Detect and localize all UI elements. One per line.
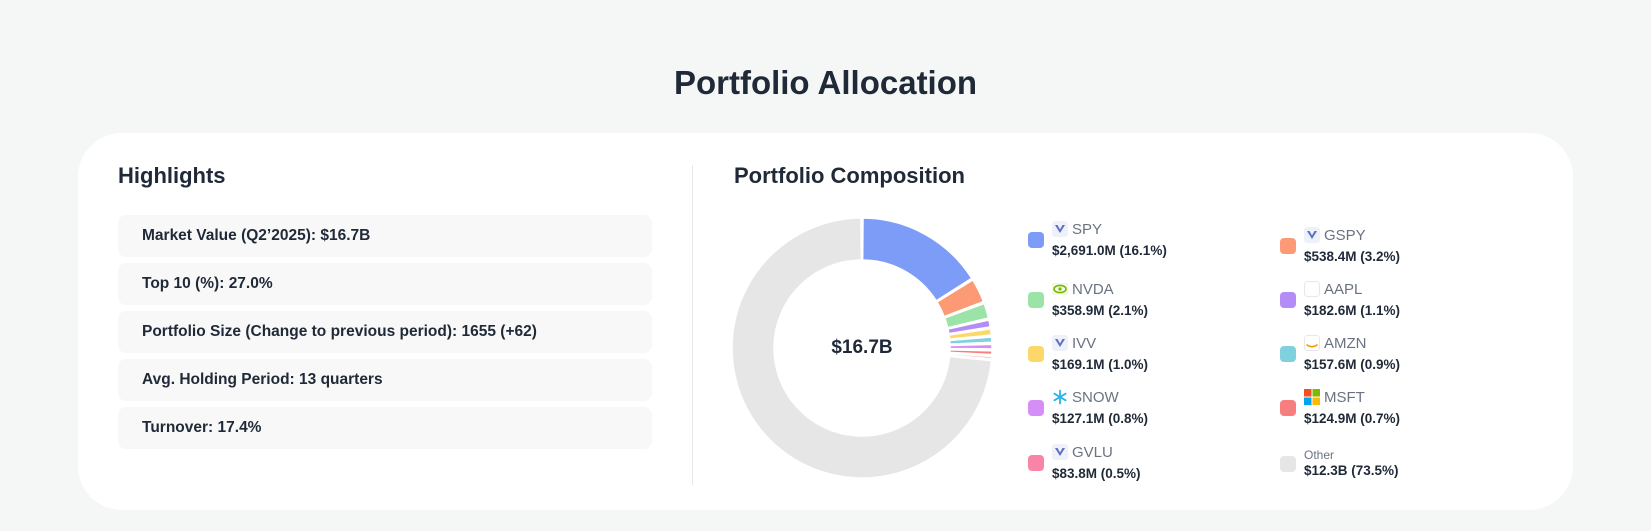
legend-item-msft[interactable]: MSFT $124.9M (0.7%) <box>1280 387 1500 433</box>
highlight-label: Market Value (Q2’2025): <box>142 227 317 244</box>
highlight-market-value: Market Value (Q2’2025): $16.7B <box>118 215 652 257</box>
legend-swatch <box>1280 456 1296 472</box>
legend-value: $538.4M (3.2%) <box>1304 249 1401 264</box>
legend-ticker: NVDA <box>1072 280 1114 298</box>
vanguard-icon <box>1052 444 1068 460</box>
donut-slice-gspy[interactable] <box>936 279 985 318</box>
legend-ticker: MSFT <box>1324 388 1365 406</box>
composition-title: Portfolio Composition <box>734 163 965 188</box>
legend-swatch <box>1028 232 1044 248</box>
donut-slice-spy[interactable] <box>861 217 973 302</box>
legend-swatch <box>1280 346 1296 362</box>
highlight-label: Portfolio Size (Change to previous perio… <box>142 323 458 340</box>
legend-item-other[interactable]: Other $12.3B (73.5%) <box>1280 443 1500 489</box>
legend-ticker: GVLU <box>1072 443 1113 461</box>
legend-item-spy[interactable]: SPY $2,691.0M (16.1%) <box>1028 219 1248 265</box>
legend-swatch <box>1028 455 1044 471</box>
donut-slice-aapl[interactable] <box>947 319 992 335</box>
highlight-avg-holding-period: Avg. Holding Period: 13 quarters <box>118 359 652 401</box>
legend-ticker: AAPL <box>1324 280 1363 298</box>
donut-svg <box>731 217 993 479</box>
highlight-label: Avg. Holding Period: <box>142 371 295 388</box>
legend-item-snow[interactable]: SNOW $127.1M (0.8%) <box>1028 387 1248 433</box>
highlight-label: Turnover: <box>142 419 214 436</box>
donut-slice-nvda[interactable] <box>943 302 990 329</box>
legend-swatch <box>1028 346 1044 362</box>
legend-value: $12.3B (73.5%) <box>1304 463 1399 478</box>
legend-value: $358.9M (2.1%) <box>1052 303 1149 318</box>
legend-ticker: GSPY <box>1324 226 1366 244</box>
legend-ticker: SPY <box>1072 220 1103 238</box>
highlight-label: Top 10 (%): <box>142 275 225 292</box>
highlight-value: 27.0% <box>228 275 273 292</box>
donut-slice-ivv[interactable] <box>948 328 993 340</box>
legend-swatch <box>1280 292 1296 308</box>
microsoft-icon <box>1304 389 1320 405</box>
legend-swatch <box>1280 400 1296 416</box>
donut-slice-msft[interactable] <box>949 349 993 356</box>
donut-slice-amzn[interactable] <box>948 336 993 345</box>
section-divider <box>692 165 693 485</box>
donut-slice-gvlu[interactable] <box>948 353 993 360</box>
legend-ticker: AMZN <box>1324 334 1367 352</box>
apple-icon <box>1304 281 1320 297</box>
legend-value: $157.6M (0.9%) <box>1304 357 1401 372</box>
highlight-turnover: Turnover: 17.4% <box>118 407 652 449</box>
highlight-value: 13 quarters <box>299 371 383 388</box>
donut-slice-other[interactable] <box>731 217 993 479</box>
vanguard-icon <box>1052 335 1068 351</box>
legend-value: $124.9M (0.7%) <box>1304 411 1401 426</box>
donut-chart: $16.7B <box>731 217 993 479</box>
donut-slice-snow[interactable] <box>949 343 993 350</box>
legend-item-ivv[interactable]: IVV $169.1M (1.0%) <box>1028 333 1248 379</box>
legend-item-nvda[interactable]: NVDA $358.9M (2.1%) <box>1028 279 1248 325</box>
legend-item-gvlu[interactable]: GVLU $83.8M (0.5%) <box>1028 442 1248 488</box>
snowflake-icon <box>1053 389 1067 405</box>
legend-swatch <box>1280 238 1296 254</box>
legend-value: $169.1M (1.0%) <box>1052 357 1149 372</box>
highlight-top-10: Top 10 (%): 27.0% <box>118 263 652 305</box>
amazon-icon <box>1304 335 1320 351</box>
vanguard-icon <box>1052 221 1068 237</box>
legend-swatch <box>1028 292 1044 308</box>
highlight-value: $16.7B <box>320 227 371 244</box>
legend-item-aapl[interactable]: AAPL $182.6M (1.1%) <box>1280 279 1500 325</box>
legend-ticker: IVV <box>1072 334 1097 352</box>
highlight-value: 1655 (+62) <box>461 323 537 340</box>
legend-value: $83.8M (0.5%) <box>1052 466 1141 481</box>
page-title: Portfolio Allocation <box>673 64 978 101</box>
highlight-value: 17.4% <box>217 419 262 436</box>
legend-swatch <box>1028 400 1044 416</box>
donut-center-label: $16.7B <box>831 337 893 358</box>
vanguard-icon <box>1304 227 1320 243</box>
legend-value: $127.1M (0.8%) <box>1052 411 1149 426</box>
legend-item-amzn[interactable]: AMZN $157.6M (0.9%) <box>1280 333 1500 379</box>
highlight-portfolio-size: Portfolio Size (Change to previous perio… <box>118 311 652 353</box>
highlights-title: Highlights <box>118 163 226 188</box>
highlights-list: Market Value (Q2’2025): $16.7B Top 10 (%… <box>118 215 652 455</box>
legend-value: $182.6M (1.1%) <box>1304 303 1401 318</box>
legend-item-gspy[interactable]: GSPY $538.4M (3.2%) <box>1280 225 1500 271</box>
legend-ticker: Other <box>1304 448 1335 462</box>
portfolio-card: Highlights Market Value (Q2’2025): $16.7… <box>78 133 1573 510</box>
nvidia-icon <box>1052 283 1068 295</box>
legend-value: $2,691.0M (16.1%) <box>1052 243 1167 258</box>
legend-ticker: SNOW <box>1072 388 1119 406</box>
